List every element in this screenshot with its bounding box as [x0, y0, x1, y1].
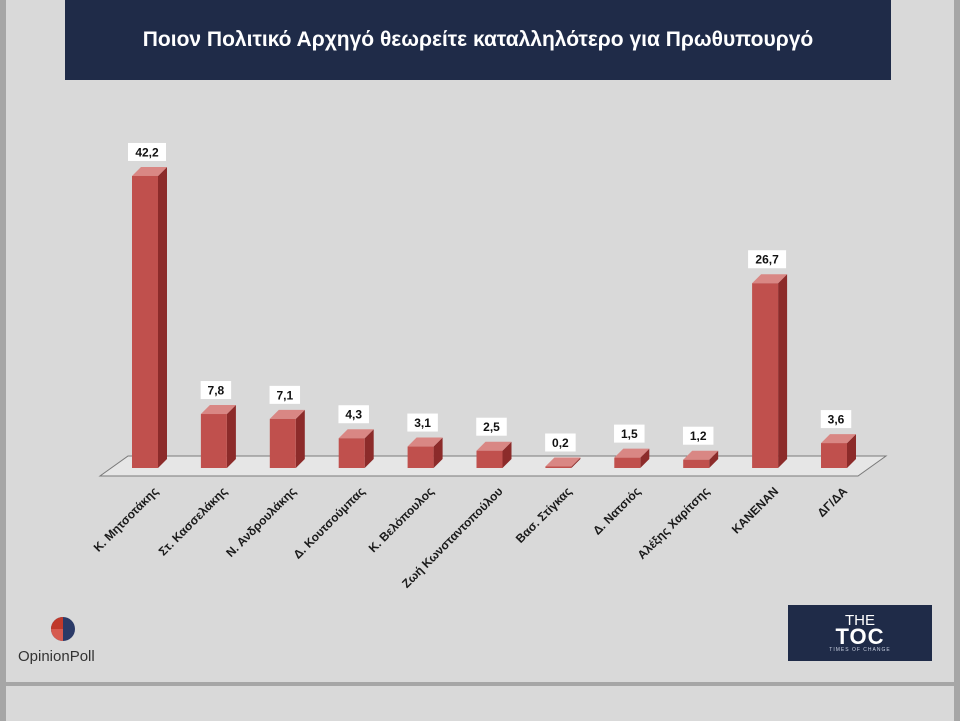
bar-side — [226, 405, 236, 468]
bar — [821, 434, 856, 468]
bar-top — [338, 429, 374, 439]
bar — [545, 457, 581, 468]
data-label-text: 2,5 — [483, 420, 500, 434]
category-label: ΔΓ/ΔΑ — [814, 484, 850, 520]
bar-side — [295, 409, 305, 468]
chart-title: Ποιον Πολιτικό Αρχηγό θεωρείτε καταλληλό… — [142, 28, 814, 51]
bar-front — [821, 443, 847, 468]
bar-side — [571, 457, 581, 468]
bar-side — [709, 450, 719, 468]
data-label-text: 7,1 — [276, 388, 293, 402]
category-label: Αλέξης Χαρίτσης — [635, 484, 713, 562]
data-label-text: 1,5 — [621, 427, 638, 441]
bar-top — [132, 166, 167, 176]
data-label: 7,8 — [200, 381, 232, 400]
opinion-poll-circle-icon — [51, 617, 75, 641]
bar-top — [545, 457, 581, 467]
bar — [407, 437, 443, 468]
data-label-box — [338, 405, 369, 424]
bar-top — [614, 448, 650, 458]
bar-front — [476, 450, 503, 468]
data-label-box — [748, 250, 787, 269]
bar — [683, 450, 719, 468]
data-label-box — [614, 424, 645, 443]
toc-logo-main: TOC — [835, 623, 885, 649]
bar-side — [433, 437, 443, 468]
category-label: Δ. Κουτσούμπας — [290, 484, 367, 561]
data-label-box — [682, 426, 714, 445]
category-label: Κ. Βελόπουλος — [366, 484, 437, 555]
data-label-text: 4,3 — [345, 408, 362, 422]
data-label: 4,3 — [338, 405, 369, 424]
toc-logo: THE TOC TIMES OF CHANGE — [788, 605, 932, 661]
bar-side — [502, 441, 512, 468]
data-label-box — [269, 385, 301, 404]
category-label: Κ. Μητσοτάκης — [91, 484, 161, 554]
bar-top — [683, 450, 719, 460]
bar-side — [847, 434, 856, 468]
bar-front — [132, 175, 158, 468]
opinion-poll-logo: OpinionPoll — [18, 616, 128, 668]
bar-front — [407, 446, 434, 468]
data-label-box — [128, 142, 166, 161]
bar-front — [200, 414, 227, 468]
bar-front — [683, 459, 710, 468]
bar-front — [545, 466, 572, 468]
data-label: 3,6 — [820, 410, 852, 429]
data-label-text: 7,8 — [208, 384, 225, 398]
bar-top — [752, 274, 788, 284]
data-label-text: 0,2 — [552, 436, 569, 450]
data-label-box — [200, 381, 232, 400]
data-label: 1,2 — [682, 426, 714, 445]
bar-top — [476, 441, 512, 451]
bar-front — [614, 457, 641, 468]
bar — [476, 441, 512, 468]
bar-side — [364, 429, 374, 468]
data-label: 42,2 — [128, 142, 166, 161]
data-label-text: 42,2 — [135, 145, 159, 159]
opinion-poll-wordmark: OpinionPoll — [18, 648, 95, 665]
data-label-box — [476, 417, 507, 436]
bar-side — [778, 274, 788, 468]
data-label: 3,1 — [407, 413, 438, 432]
bar — [338, 429, 374, 468]
bar-front — [338, 438, 365, 468]
bar-top — [200, 405, 236, 415]
data-label: 1,5 — [614, 424, 645, 443]
data-label: 0,2 — [545, 433, 576, 452]
data-label-text: 3,1 — [414, 416, 431, 430]
category-label: Βασ. Στίγκας — [513, 484, 575, 546]
bar — [269, 409, 305, 468]
bar-top — [407, 437, 443, 447]
bar-front — [269, 418, 296, 468]
data-label: 2,5 — [476, 417, 507, 436]
category-label: ΚΑΝΕΝΑΝ — [729, 484, 781, 536]
toc-logo-the: THE — [845, 611, 875, 629]
data-label-box — [407, 413, 438, 432]
category-label: Ν. Ανδρουλάκης — [223, 484, 299, 560]
bar — [752, 274, 788, 468]
bar — [200, 405, 236, 468]
bar — [614, 448, 650, 468]
bar-side — [640, 448, 650, 468]
data-label-box — [820, 410, 852, 429]
data-label-text: 26,7 — [755, 253, 779, 267]
next-slide-strip — [6, 686, 954, 721]
title-banner: Ποιον Πολιτικό Αρχηγό θεωρείτε καταλληλό… — [65, 0, 891, 80]
data-label-text: 3,6 — [828, 413, 845, 427]
category-label: Δ. Νατσιός — [590, 484, 643, 537]
data-label: 7,1 — [269, 385, 301, 404]
bar-front — [752, 283, 779, 468]
data-label-text: 1,2 — [690, 429, 707, 443]
bar-side — [158, 166, 167, 468]
bar-chart: 42,2 7,8 7,1 4,3 3,1 2,5 0,2 1,5 1,2 26,7 3,6 Κ. Μ… — [91, 142, 888, 591]
bar-top — [821, 434, 856, 444]
toc-logo-tagline: TIMES OF CHANGE — [829, 646, 891, 653]
data-label-box — [545, 433, 576, 452]
data-label: 26,7 — [748, 250, 787, 269]
bar-top — [269, 409, 305, 419]
bar — [132, 166, 167, 468]
category-label: Στ. Κασσελάκης — [156, 484, 230, 558]
